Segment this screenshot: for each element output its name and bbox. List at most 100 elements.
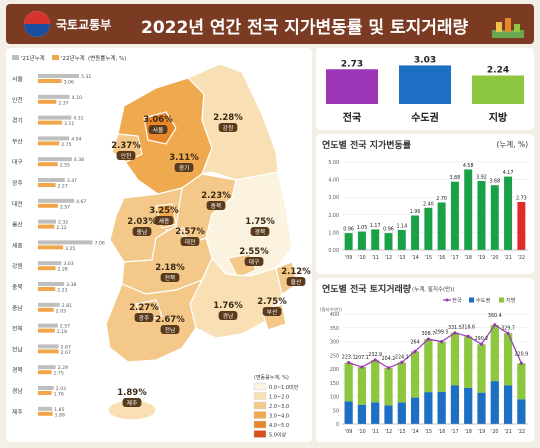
c2-bar-capital-8 [450, 385, 460, 424]
map-value-11: 2.12% [281, 267, 311, 277]
map-legend-label-5: 5.0이상 [269, 432, 287, 439]
summary-value-2: 2.24 [487, 65, 509, 75]
c2-point-total-5 [413, 349, 417, 353]
region-bar-2022-9 [38, 266, 56, 271]
region-name-4: 대구 [12, 158, 23, 166]
c2-point-total-4 [400, 360, 404, 364]
region-value-2022-4: 2.55 [60, 163, 70, 169]
region-name-2: 경기 [12, 117, 23, 125]
map-value-2: 3.11% [169, 153, 199, 163]
region-name-14: 경북 [12, 367, 23, 374]
c2-bar-provincial-2 [371, 359, 380, 403]
c2-value-3: 204.2 [382, 356, 396, 362]
c2-bar-provincial-10 [477, 344, 486, 393]
region-name-10: 충북 [12, 283, 23, 291]
map-name-badge-3 [218, 123, 238, 132]
c1-bar-12 [504, 176, 513, 250]
map-name-13: 전남 [165, 326, 176, 334]
map-value-13: 2.67% [155, 315, 185, 325]
region-bar-2022-10 [38, 287, 56, 291]
region-bar-2021-12 [38, 323, 58, 328]
land-decoration-icon [492, 18, 524, 38]
c1-value-6: 2.40 [423, 201, 434, 207]
summary-label-0: 전국 [343, 111, 361, 124]
region-bar-2022-15 [38, 391, 52, 395]
map-value-9: 2.55% [239, 247, 269, 257]
c2-xtick-13: '22 [518, 429, 525, 435]
region-bar-2021-9 [38, 261, 62, 266]
legend-note: (변동률누계, %) [88, 54, 126, 62]
region-value-2021-16: 1.85 [54, 407, 64, 413]
region-bar-2021-3 [38, 136, 70, 141]
region-bar-2022-16 [38, 411, 53, 416]
c2-bar-capital-7 [437, 391, 446, 424]
map-name-12: 광주 [139, 315, 150, 322]
map-value-7: 2.57% [175, 227, 205, 237]
c2-bar-capital-0 [344, 401, 353, 424]
c1-bar-10 [477, 181, 486, 250]
c2-point-total-3 [386, 366, 391, 370]
c2-value-12: 329.7 [501, 325, 515, 331]
c2-value-10: 290.2 [475, 336, 489, 342]
c2-xtick-10: '19 [478, 429, 485, 435]
map-name-7: 대전 [185, 238, 196, 246]
map-legend-label-4: 4.0~5.0 [269, 423, 289, 429]
c2-point-total-2 [373, 358, 377, 362]
map-name-0: 서울 [153, 126, 164, 134]
region-value-2021-8: 7.06 [95, 240, 105, 246]
map-color-legend: (변동률누계, %) 0.0~1.0미만 1.0~2.0 2.0~3.0 3.0~4.… [253, 374, 299, 439]
c2-bar-capital-1 [357, 404, 367, 424]
region-value-2021-2: 4.31 [73, 116, 83, 122]
c1-value-3: 0.96 [383, 227, 394, 233]
map-name-11: 울산 [291, 278, 302, 286]
region-bar-2021-7 [38, 219, 56, 224]
c2-bar-provincial-6 [424, 339, 433, 393]
c2-value-7: 299.5 [435, 330, 449, 336]
map-name-5: 세종 [159, 217, 170, 225]
c2-value-11: 360.4 [488, 313, 502, 319]
c2-value-0: 223.1 [342, 355, 356, 361]
c2-bar-provincial-13 [517, 363, 526, 400]
c2-xtick-11: '20 [491, 429, 498, 435]
region-name-7: 울산 [12, 221, 23, 229]
c2-ytick-2: 100 [330, 395, 339, 401]
region-bar-2021-5 [38, 178, 65, 182]
c2-bar-provincial-7 [437, 341, 446, 392]
c2-bar-capital-13 [517, 399, 526, 424]
region-value-2022-7: 2.12 [56, 225, 66, 231]
landprice-chart-svg: 0.00 1.00 2.00 3.00 4.00 5.00 0.96 '09 1.05 '10 1.… [328, 160, 528, 261]
region-bar-2021-10 [38, 282, 65, 286]
region-value-2022-13: 2.67 [61, 350, 71, 356]
c2-bar-capital-9 [464, 387, 473, 424]
c2-xtick-5: '14 [411, 429, 418, 435]
map-name-badge-13 [160, 325, 180, 334]
c1-xtick-0: '09 [345, 255, 352, 261]
map-legend-label-0: 0.0~1.0미만 [269, 384, 299, 391]
map-name-badge-15 [262, 307, 282, 316]
c1-xtick-3: '12 [385, 255, 392, 261]
map-name-9: 대구 [249, 258, 260, 266]
c1-xtick-4: '13 [398, 255, 405, 261]
map-legend-label-3: 3.0~4.0 [269, 414, 289, 420]
c2-xtick-1: '10 [358, 429, 365, 435]
region-value-2022-10: 2.23 [57, 288, 67, 294]
c2-legend-provincial: 지방 [506, 296, 516, 304]
region-bar-2021-0 [38, 74, 80, 78]
map-name-badge-8 [250, 227, 270, 236]
region-name-13: 전남 [12, 345, 23, 353]
map-name-8: 경북 [255, 229, 266, 236]
c2-legend-total: 전국 [452, 297, 462, 304]
c1-value-4: 1.14 [396, 223, 407, 229]
c2-point-total-12 [506, 331, 510, 335]
c1-xtick-11: '20 [491, 255, 498, 261]
page-title: 2022년 연간 전국 지가변동률 및 토지거래량 [141, 18, 469, 38]
map-name-badge-6 [132, 227, 152, 236]
c2-bar-capital-6 [424, 392, 433, 424]
mini-legend: '21년누계 '22년누계 (변동률누계, %) [12, 54, 126, 62]
region-bar-2022-0 [38, 79, 62, 83]
region-value-2021-13: 2.67 [61, 344, 71, 350]
map-legend-swatch-5 [253, 430, 267, 438]
region-value-2022-16: 1.89 [55, 412, 65, 418]
region-bar-2022-11 [38, 307, 54, 312]
c1-bar-6 [424, 207, 433, 250]
